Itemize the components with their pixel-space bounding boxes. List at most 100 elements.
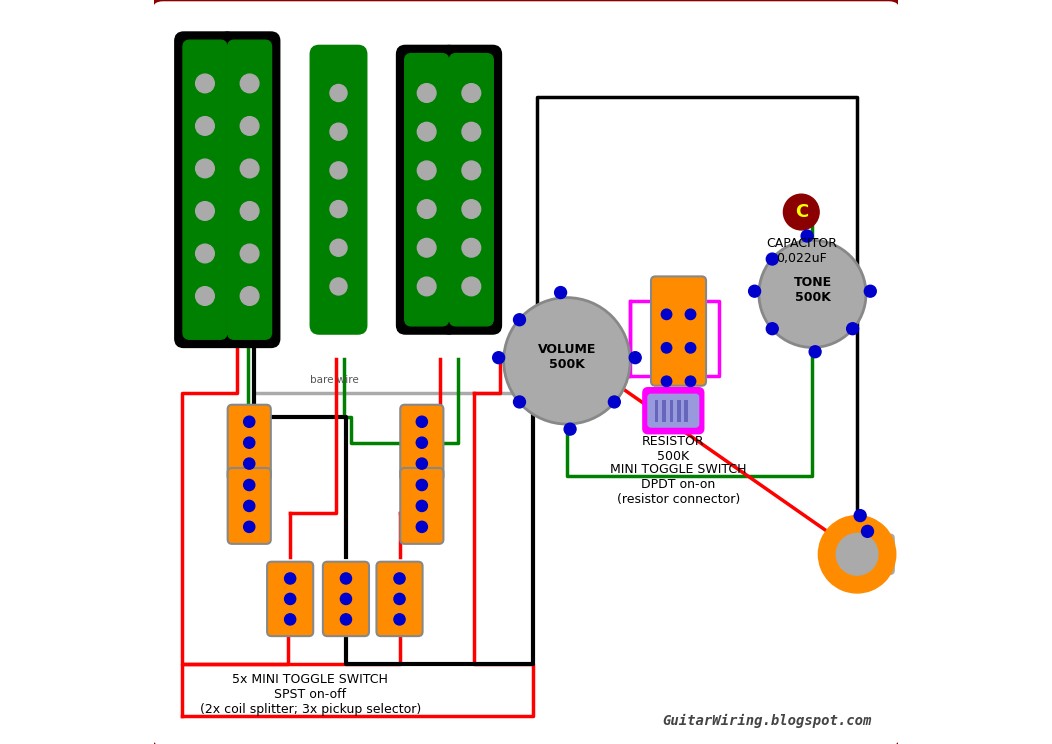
- Circle shape: [240, 202, 259, 220]
- FancyBboxPatch shape: [648, 394, 699, 427]
- Circle shape: [330, 278, 347, 295]
- FancyBboxPatch shape: [377, 562, 423, 636]
- FancyBboxPatch shape: [651, 276, 706, 385]
- Circle shape: [685, 342, 695, 353]
- FancyBboxPatch shape: [175, 32, 235, 347]
- Circle shape: [285, 594, 296, 604]
- FancyBboxPatch shape: [859, 534, 894, 574]
- Circle shape: [196, 117, 215, 135]
- Circle shape: [196, 202, 215, 220]
- Circle shape: [758, 240, 866, 347]
- Circle shape: [462, 277, 481, 296]
- Circle shape: [418, 199, 436, 219]
- Circle shape: [462, 199, 481, 219]
- Circle shape: [393, 594, 405, 604]
- Circle shape: [462, 161, 481, 180]
- Circle shape: [685, 376, 695, 387]
- FancyBboxPatch shape: [183, 40, 227, 339]
- Circle shape: [330, 85, 347, 101]
- Circle shape: [330, 124, 347, 140]
- Circle shape: [341, 573, 351, 584]
- Circle shape: [513, 396, 525, 408]
- Circle shape: [418, 122, 436, 141]
- Circle shape: [554, 286, 567, 298]
- FancyBboxPatch shape: [220, 32, 280, 347]
- Circle shape: [492, 352, 505, 364]
- Circle shape: [629, 352, 641, 364]
- FancyBboxPatch shape: [449, 54, 493, 326]
- FancyBboxPatch shape: [227, 40, 271, 339]
- Circle shape: [462, 122, 481, 141]
- Circle shape: [417, 479, 427, 490]
- FancyBboxPatch shape: [520, 328, 614, 394]
- Text: TONE
500K: TONE 500K: [793, 276, 831, 304]
- Circle shape: [393, 614, 405, 625]
- Circle shape: [244, 479, 255, 490]
- Circle shape: [662, 310, 672, 320]
- Circle shape: [196, 286, 215, 305]
- Circle shape: [836, 533, 878, 575]
- Circle shape: [685, 310, 695, 320]
- Text: RESISTOR
500K: RESISTOR 500K: [642, 435, 705, 464]
- Circle shape: [417, 522, 427, 533]
- Bar: [685, 400, 688, 422]
- Circle shape: [854, 510, 866, 522]
- Circle shape: [244, 437, 255, 448]
- Circle shape: [564, 423, 576, 435]
- Circle shape: [285, 614, 296, 625]
- Text: CAPACITOR
0,022uF: CAPACITOR 0,022uF: [766, 237, 836, 266]
- FancyBboxPatch shape: [323, 562, 369, 636]
- FancyBboxPatch shape: [644, 388, 703, 433]
- Circle shape: [330, 240, 347, 256]
- Circle shape: [418, 83, 436, 103]
- Circle shape: [417, 458, 427, 469]
- Circle shape: [240, 286, 259, 305]
- Circle shape: [244, 522, 255, 533]
- Circle shape: [341, 614, 351, 625]
- Circle shape: [513, 314, 525, 326]
- Circle shape: [341, 594, 351, 604]
- Circle shape: [418, 238, 436, 257]
- FancyBboxPatch shape: [400, 468, 443, 544]
- Circle shape: [244, 416, 255, 427]
- Circle shape: [662, 342, 672, 353]
- Circle shape: [196, 244, 215, 263]
- Circle shape: [244, 458, 255, 469]
- Circle shape: [802, 230, 813, 242]
- Circle shape: [240, 117, 259, 135]
- Circle shape: [784, 194, 820, 230]
- Circle shape: [330, 201, 347, 217]
- Circle shape: [418, 277, 436, 296]
- Wedge shape: [818, 516, 895, 593]
- Circle shape: [417, 437, 427, 448]
- Circle shape: [608, 396, 621, 408]
- Circle shape: [462, 83, 481, 103]
- Text: VOLUME
500K: VOLUME 500K: [538, 343, 596, 371]
- Circle shape: [240, 74, 259, 93]
- Circle shape: [240, 159, 259, 178]
- Circle shape: [285, 573, 296, 584]
- Circle shape: [662, 376, 672, 387]
- Circle shape: [504, 298, 630, 424]
- Circle shape: [766, 323, 778, 335]
- FancyBboxPatch shape: [227, 405, 270, 481]
- Circle shape: [196, 74, 215, 93]
- FancyBboxPatch shape: [441, 45, 502, 334]
- Text: bare wire: bare wire: [310, 375, 359, 385]
- FancyBboxPatch shape: [267, 562, 313, 636]
- FancyBboxPatch shape: [397, 45, 457, 334]
- Bar: [669, 400, 673, 422]
- Circle shape: [330, 162, 347, 179]
- FancyBboxPatch shape: [772, 265, 853, 323]
- Circle shape: [417, 416, 427, 427]
- Circle shape: [462, 238, 481, 257]
- FancyBboxPatch shape: [310, 45, 367, 334]
- Circle shape: [749, 285, 761, 297]
- Circle shape: [417, 501, 427, 512]
- Text: C: C: [794, 203, 808, 221]
- Circle shape: [865, 285, 876, 297]
- FancyBboxPatch shape: [405, 54, 448, 326]
- Circle shape: [196, 159, 215, 178]
- Text: 5x MINI TOGGLE SWITCH
SPST on-off
(2x coil splitter; 3x pickup selector): 5x MINI TOGGLE SWITCH SPST on-off (2x co…: [200, 673, 421, 716]
- Bar: [654, 400, 659, 422]
